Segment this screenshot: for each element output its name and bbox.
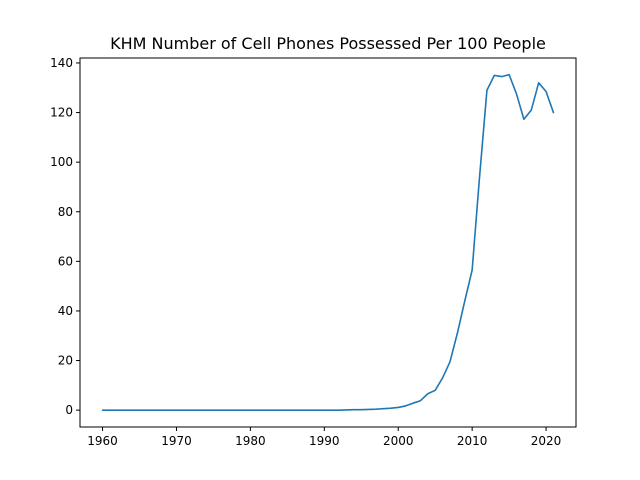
y-tick-label: 40 [58,304,73,318]
series-layer [101,73,555,411]
x-tick-label: 2000 [383,434,414,448]
x-tick-label: 1990 [309,434,340,448]
y-tick-label: 100 [50,155,73,169]
x-tick-label: 1960 [87,434,118,448]
x-tick-label: 1970 [161,434,192,448]
x-tick-label: 2020 [531,434,562,448]
y-tick-label: 120 [50,106,73,120]
axes-layer: 1960 1970 1980 1990 2000 2010 2020 0 20 40 60 80 100… [50,56,577,448]
x-tick-label: 1980 [235,434,266,448]
y-tick-label: 20 [58,354,73,368]
series-line-0 [101,73,555,411]
y-tick-label: 0 [65,403,73,417]
y-tick-label: 60 [58,254,73,268]
chart-title: KHM Number of Cell Phones Possessed Per … [110,34,546,53]
axes-frame [79,57,577,428]
y-tick-label: 140 [50,56,73,70]
y-tick-label: 80 [58,205,73,219]
x-tick-label: 2010 [457,434,488,448]
